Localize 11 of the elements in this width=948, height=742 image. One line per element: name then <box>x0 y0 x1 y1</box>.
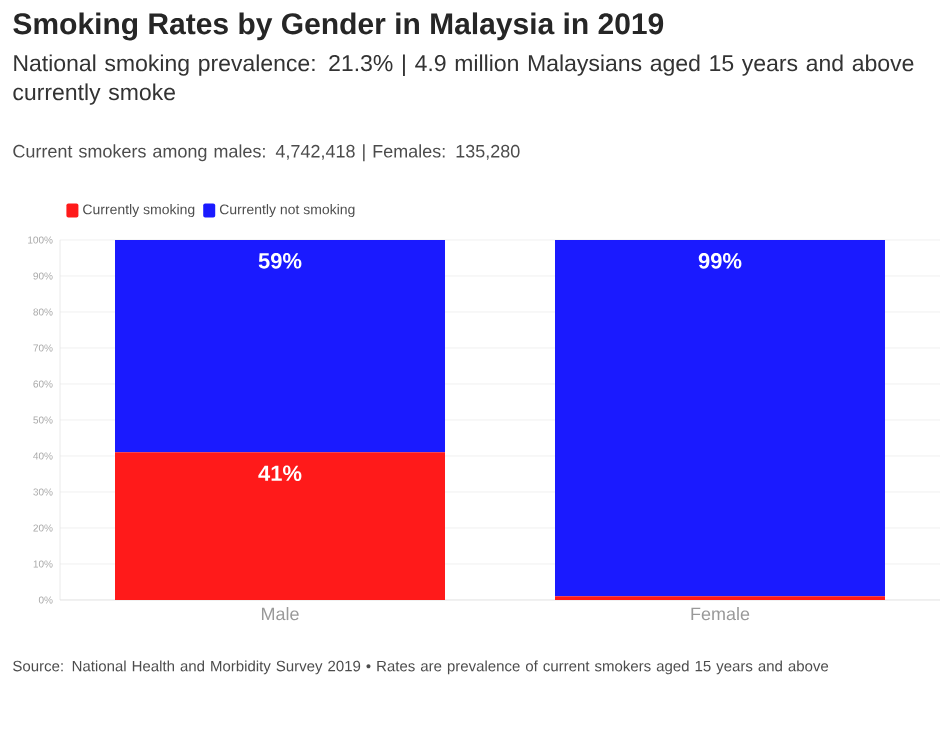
chart-title: Smoking Rates by Gender in Malaysia in 2019 <box>13 12 664 41</box>
x-tick-label: Male <box>261 607 299 621</box>
text: Current smokers among males: 4,742,418 | Females: 135,280 <box>13 144 520 162</box>
chart-subtitle: National smoking prevalence: 21.3% | 4.9 million Malaysians aged 15 years and above currently smoke <box>13 54 914 105</box>
bar <box>115 452 446 600</box>
data-label: 99% <box>698 253 742 269</box>
data-label: 41% <box>258 465 302 481</box>
data-label: 59% <box>258 253 302 269</box>
bar <box>555 239 885 597</box>
x-tick-label: Female <box>691 607 750 621</box>
bar <box>115 239 446 453</box>
